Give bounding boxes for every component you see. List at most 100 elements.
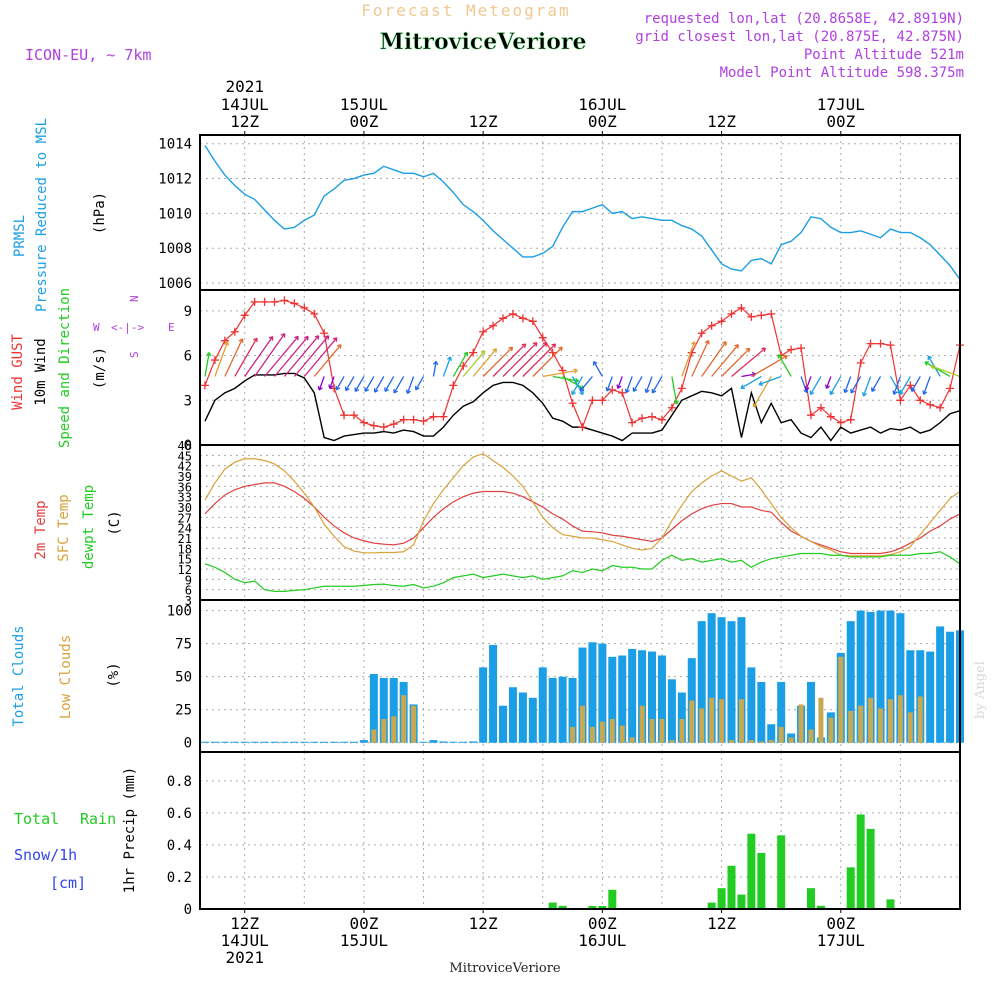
total-cloud-bar (479, 667, 488, 743)
low-cloud-bar (828, 717, 834, 743)
y-tick-label: 0 (184, 438, 192, 454)
gust-marker (836, 418, 845, 427)
wind-direction-arrow (492, 343, 527, 377)
wind-direction-arrow (345, 376, 355, 391)
gust-marker (846, 415, 855, 424)
y-tick-label: 9 (185, 573, 192, 587)
low-cloud-bar (669, 740, 675, 743)
temp2m-line (204, 482, 961, 555)
gust-marker (359, 418, 368, 427)
low-cloud-bar (599, 721, 605, 743)
bottom-tick-label: 12Z (230, 914, 259, 933)
wind-arrow-head (446, 356, 453, 361)
wind-direction-arrow (442, 356, 452, 377)
total-cloud-bar (300, 741, 309, 743)
gust-marker (896, 396, 905, 405)
low-cloud-bar (629, 737, 635, 743)
total-cloud-bar (340, 741, 349, 743)
wind-direction-arrow (318, 376, 325, 391)
wind-direction-arrow (741, 373, 756, 378)
wind-arrow-head (206, 352, 212, 357)
wind-direction-arrow (924, 361, 951, 378)
wind-direction-arrow (825, 376, 832, 389)
wind-arrow-head (492, 348, 498, 353)
pressure-line (204, 145, 961, 280)
wind-unit: (m/s) (92, 347, 108, 389)
wind-direction-arrow (432, 361, 437, 377)
total-cloud-bar (280, 741, 289, 743)
wind-direction-arrow (701, 341, 727, 377)
wind-arrow-head (573, 368, 578, 374)
total-cloud-bar (419, 741, 428, 743)
low-cloud-bar (798, 704, 804, 743)
wind-arrow-head (616, 384, 622, 389)
bottom-tick-label: 16JUL (578, 931, 626, 950)
wind-direction-arrow (850, 376, 862, 394)
total-cloud-bar (707, 613, 716, 743)
total-cloud-bar (210, 741, 219, 743)
low-cloud-bar (689, 700, 695, 743)
total-cloud-bar (578, 647, 587, 743)
total-cloud-bar (508, 687, 517, 743)
wind-arrow-head (777, 353, 783, 359)
gust-marker (946, 384, 955, 393)
wind-direction-arrow (364, 376, 375, 392)
wind-arrow-head (324, 335, 330, 340)
total-cloud-bar (806, 681, 815, 743)
top-tick-label: 00Z (349, 112, 378, 131)
wind-direction-arrow (462, 350, 486, 377)
gust-marker (816, 403, 825, 412)
wind-arrow-head (332, 337, 338, 342)
temp2m-label: 2m Temp (33, 500, 49, 559)
clouds-panel: 0 25 50 75 100 (167, 599, 964, 753)
wind-arrow-head (268, 335, 274, 341)
wind-arrow-head (850, 388, 855, 394)
precip-bar (598, 906, 607, 909)
wind-arrow-head (758, 380, 764, 387)
low-cloud-bar (729, 740, 735, 743)
wind-direction-arrow (671, 376, 678, 405)
gust-marker (578, 423, 587, 432)
wind-arrow-head (579, 386, 585, 392)
gust-marker (240, 311, 249, 320)
total-cloud-bar (926, 651, 935, 743)
precip-bar (717, 888, 726, 909)
wind-direction-arrow (751, 355, 788, 378)
total-cloud-bar (349, 741, 358, 743)
gust-marker (280, 296, 289, 305)
wind-arrow-head (314, 335, 320, 340)
wind-arrow-head (579, 390, 584, 396)
wind10m-label: 10m Wind (33, 338, 49, 405)
wind-arrow-head (922, 390, 928, 395)
y-tick-label: 1010 (158, 206, 192, 222)
wind-arrow-head (752, 402, 758, 408)
wind-direction-arrow (893, 376, 902, 395)
prmsl-desc-label: Pressure Reduced to MSL (34, 118, 50, 312)
gust-marker (727, 309, 736, 318)
total-cloud-bar (528, 697, 537, 743)
low-cloud-bar (887, 699, 893, 743)
total-cloud-bar (717, 617, 726, 743)
wind-arrow-head (783, 354, 788, 360)
total-cloud-bar (588, 642, 597, 743)
wind-arrow-head (280, 333, 286, 338)
gust-marker (369, 421, 378, 430)
total-cloud-bar (757, 681, 766, 743)
total-cloud-bar (558, 676, 567, 743)
low-cloud-bar (401, 695, 407, 743)
total-cloud-bar (240, 741, 249, 743)
total-cloud-bar (379, 677, 388, 743)
y-tick-label: 3 (185, 594, 192, 608)
gust-marker (936, 403, 945, 412)
footer-location: MitroviceVeriore (449, 961, 561, 976)
y-tick-label: 0.2 (167, 870, 192, 886)
total-cloud-bar (767, 724, 776, 743)
precip-bar (558, 905, 567, 909)
total-cloud-bar (369, 674, 378, 743)
total-cloud-bar (359, 740, 368, 743)
gust-marker (538, 333, 547, 342)
y-tick-label: 1008 (158, 241, 192, 257)
total-clouds-label: Total Clouds (11, 625, 27, 726)
precip-bar (777, 835, 786, 909)
total-cloud-bar (876, 610, 885, 743)
